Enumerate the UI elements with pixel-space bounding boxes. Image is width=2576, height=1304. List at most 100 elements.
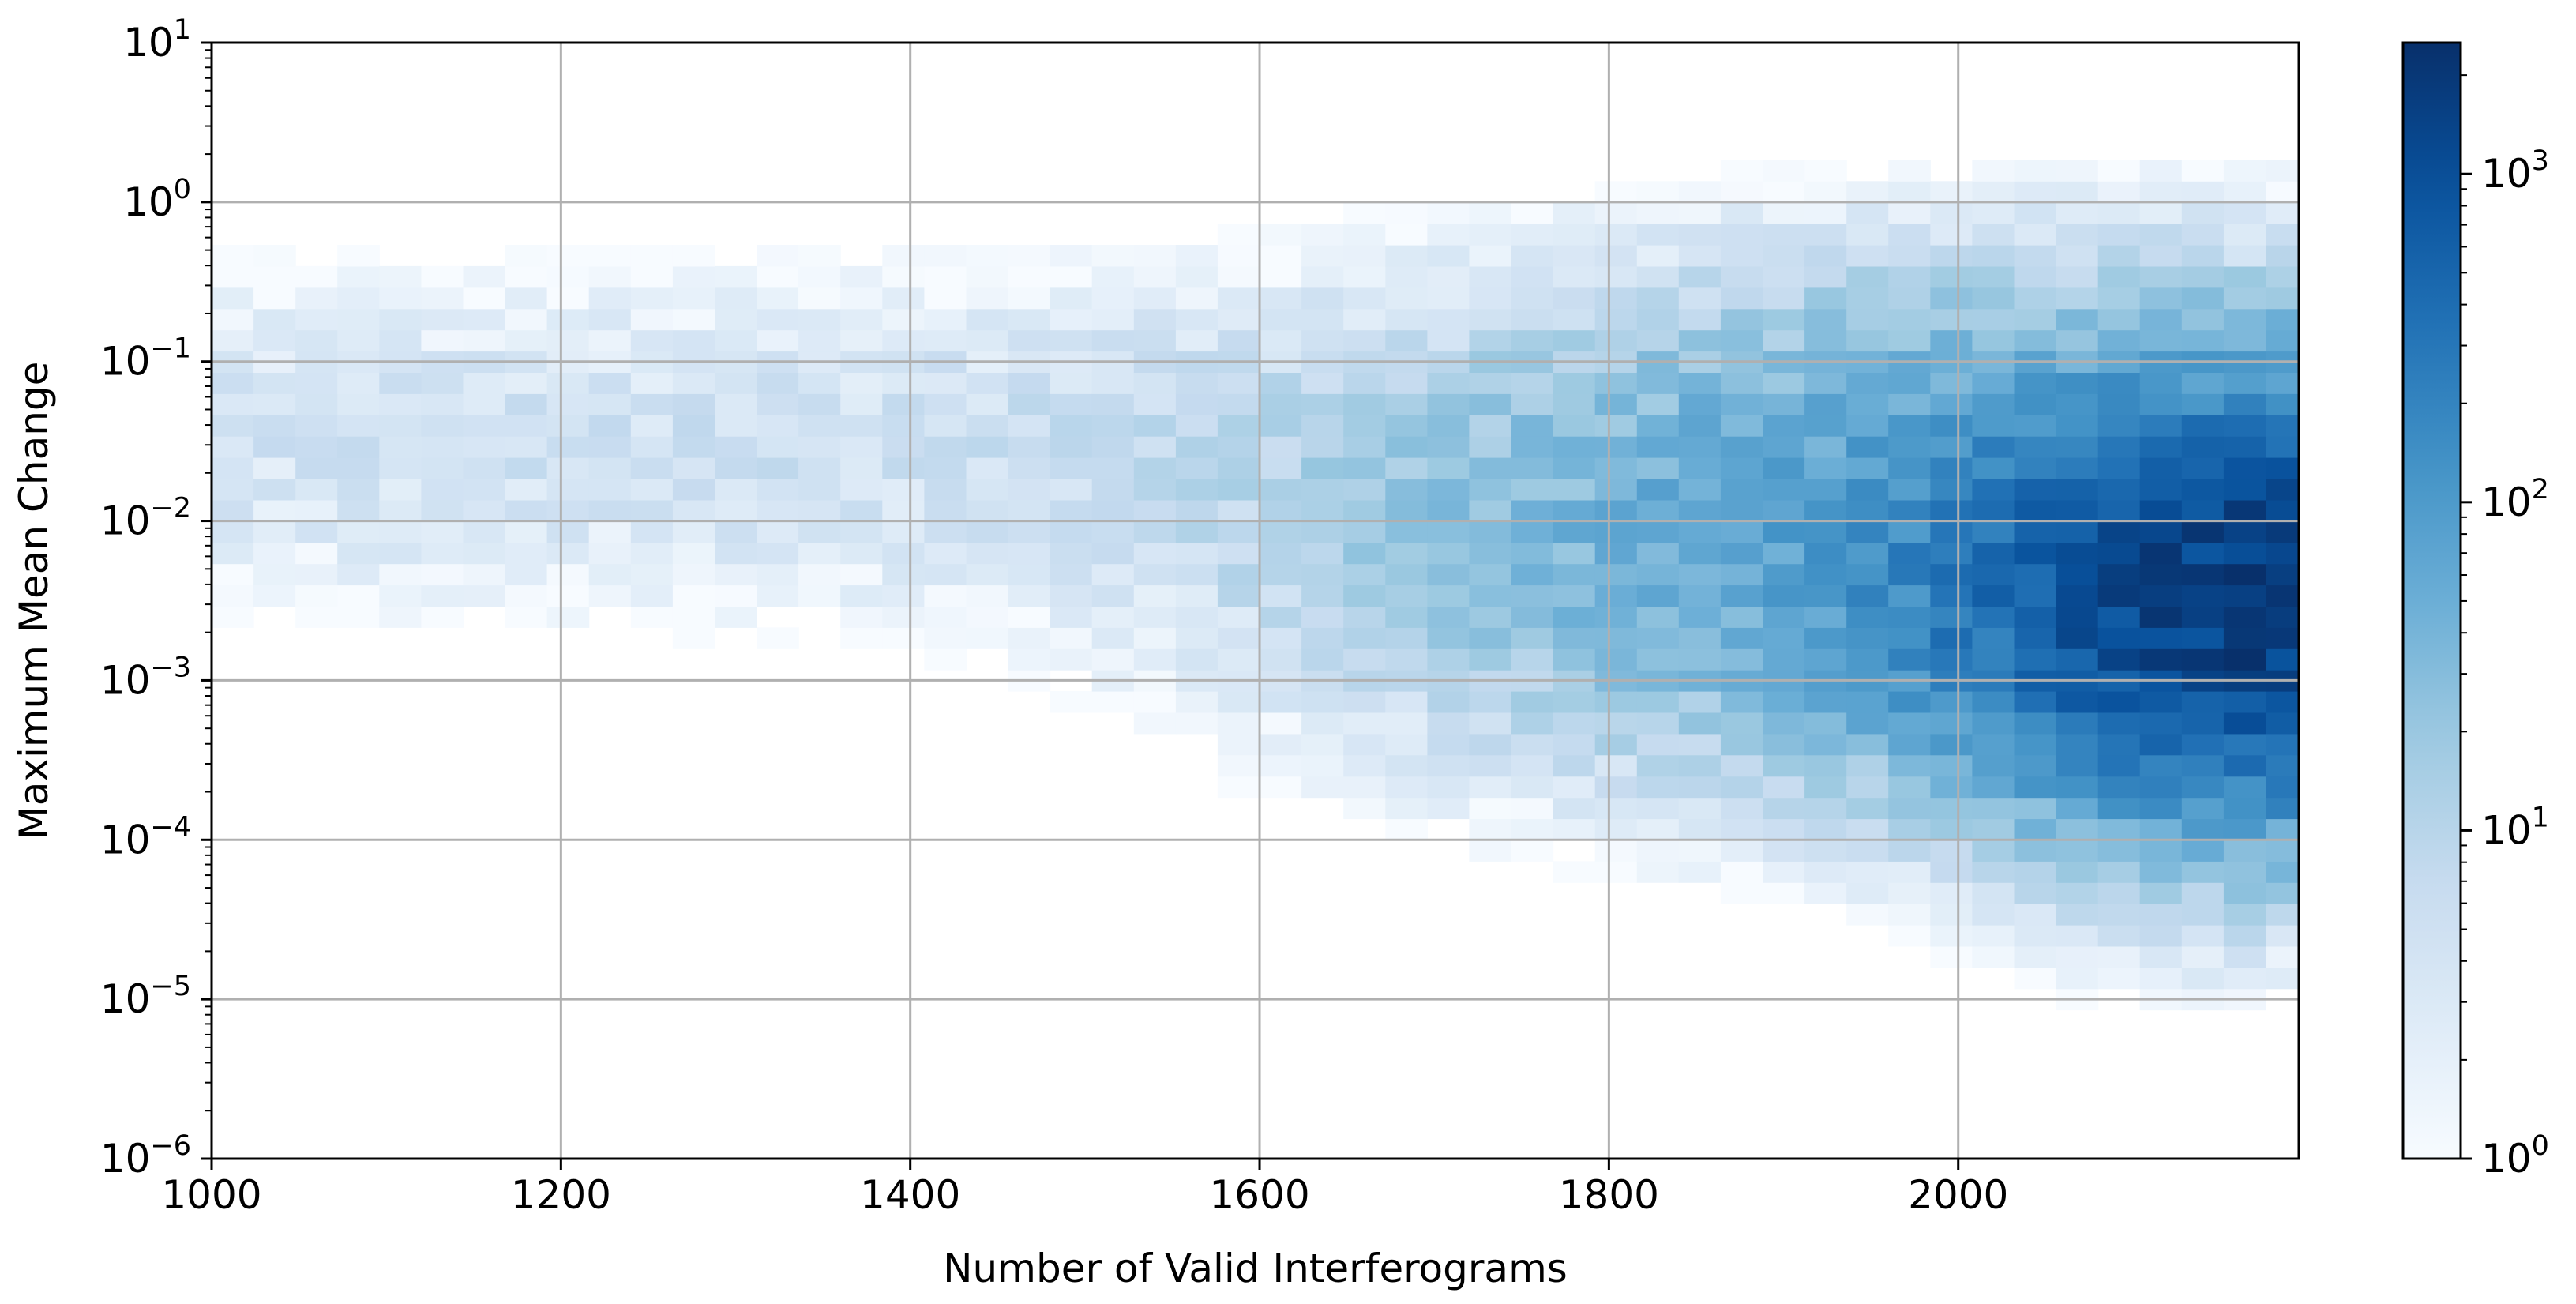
histogram-cell: [2056, 372, 2099, 394]
histogram-cell: [1260, 372, 1302, 394]
histogram-cell: [421, 287, 464, 310]
histogram-cell: [1511, 712, 1554, 735]
histogram-cell: [1846, 691, 1889, 713]
histogram-cell: [2097, 818, 2141, 840]
histogram-cell: [1804, 329, 1847, 352]
histogram-cell: [1888, 520, 1931, 543]
histogram-cell: [1636, 308, 1680, 331]
histogram-cell: [1720, 882, 1763, 904]
histogram-cell: [1594, 329, 1638, 352]
histogram-cell: [1720, 627, 1763, 649]
histogram-cell: [1050, 372, 1093, 394]
histogram-cell: [253, 479, 296, 501]
histogram-cell: [2181, 542, 2225, 565]
y-axis: 101 100 10−1 10−2 10−3 10−4 10−5 10−6: [100, 14, 212, 1182]
histogram-cell: [966, 265, 1009, 288]
histogram-cell: [2223, 287, 2266, 310]
histogram-cell: [2266, 393, 2300, 415]
histogram-cell: [588, 393, 632, 415]
histogram-cell: [337, 287, 380, 310]
histogram-cell: [1846, 181, 1889, 203]
histogram-cell: [1636, 754, 1680, 777]
histogram-cell: [1008, 372, 1051, 394]
histogram-cell: [1804, 606, 1847, 628]
histogram-cell: [2139, 818, 2183, 840]
histogram-cell: [672, 606, 715, 628]
histogram-cell: [1678, 754, 1722, 777]
histogram-cell: [924, 479, 967, 501]
histogram-cell: [630, 436, 674, 458]
histogram-cell: [337, 329, 380, 352]
histogram-cell: [1972, 840, 2015, 862]
histogram-cell: [379, 499, 422, 522]
histogram-cell: [253, 265, 296, 288]
histogram-cell: [2097, 436, 2141, 458]
histogram-cell: [463, 479, 506, 501]
histogram-cell: [1594, 520, 1638, 543]
histogram-cell: [2056, 882, 2099, 904]
histogram-cell: [2056, 648, 2099, 671]
histogram-cell: [212, 372, 254, 394]
histogram-cell: [2097, 265, 2141, 288]
histogram-cell: [2266, 202, 2300, 224]
histogram-cell: [2266, 797, 2300, 820]
histogram-cell: [421, 563, 464, 586]
histogram-cell: [1720, 733, 1763, 756]
histogram-cell: [253, 245, 296, 267]
histogram-cell: [1553, 415, 1596, 437]
histogram-cell: [2181, 329, 2225, 352]
histogram-cell: [2056, 754, 2099, 777]
histogram-cell: [2014, 457, 2057, 479]
histogram-cell: [2139, 967, 2183, 990]
histogram-cell: [924, 265, 967, 288]
histogram-cell: [1091, 691, 1135, 713]
histogram-cell: [421, 542, 464, 565]
histogram-cell: [1008, 520, 1051, 543]
histogram-cell: [2181, 202, 2225, 224]
histogram-cell: [882, 606, 925, 628]
histogram-cell: [2266, 584, 2300, 607]
histogram-cell: [212, 308, 254, 331]
histogram-cell: [757, 245, 799, 267]
histogram-cell: [2223, 861, 2266, 883]
histogram-cell: [1427, 308, 1470, 331]
histogram-cell: [253, 542, 296, 565]
histogram-cell: [1678, 499, 1722, 522]
histogram-cell: [840, 393, 883, 415]
histogram-cell: [1930, 627, 1973, 649]
histogram-cell: [1260, 479, 1302, 501]
histogram-cell: [546, 245, 590, 267]
histogram-cell: [1553, 542, 1596, 565]
histogram-cell: [253, 436, 296, 458]
histogram-cell: [2056, 308, 2099, 331]
histogram-cell: [2097, 797, 2141, 820]
histogram-cell: [1427, 797, 1470, 820]
histogram-cell: [757, 563, 799, 586]
histogram-cell: [588, 457, 632, 479]
histogram-cell: [2014, 754, 2057, 777]
histogram-cell: [1553, 563, 1596, 586]
histogram-cell: [1930, 224, 1973, 246]
histogram-cell: [1888, 436, 1931, 458]
histogram-cell: [1217, 224, 1260, 246]
histogram-cell: [2014, 202, 2057, 224]
colorbar: 100 101 102 103: [2401, 41, 2549, 1182]
histogram-cell: [1720, 712, 1763, 735]
histogram-cell: [672, 372, 715, 394]
histogram-cell: [1175, 520, 1219, 543]
histogram-cell: [715, 415, 757, 437]
histogram-cell: [1594, 245, 1638, 267]
histogram-cell: [1427, 520, 1470, 543]
histogram-cell: [2056, 733, 2099, 756]
histogram-cell: [2181, 436, 2225, 458]
histogram-cell: [1930, 520, 1973, 543]
histogram-cell: [253, 457, 296, 479]
histogram-cell: [1804, 479, 1847, 501]
histogram-cell: [2014, 818, 2057, 840]
histogram-cell: [1008, 265, 1051, 288]
histogram-cell: [1553, 797, 1596, 820]
histogram-cell: [1636, 691, 1680, 713]
histogram-cell: [379, 542, 422, 565]
histogram-cell: [630, 245, 674, 267]
histogram-cell: [1888, 733, 1931, 756]
